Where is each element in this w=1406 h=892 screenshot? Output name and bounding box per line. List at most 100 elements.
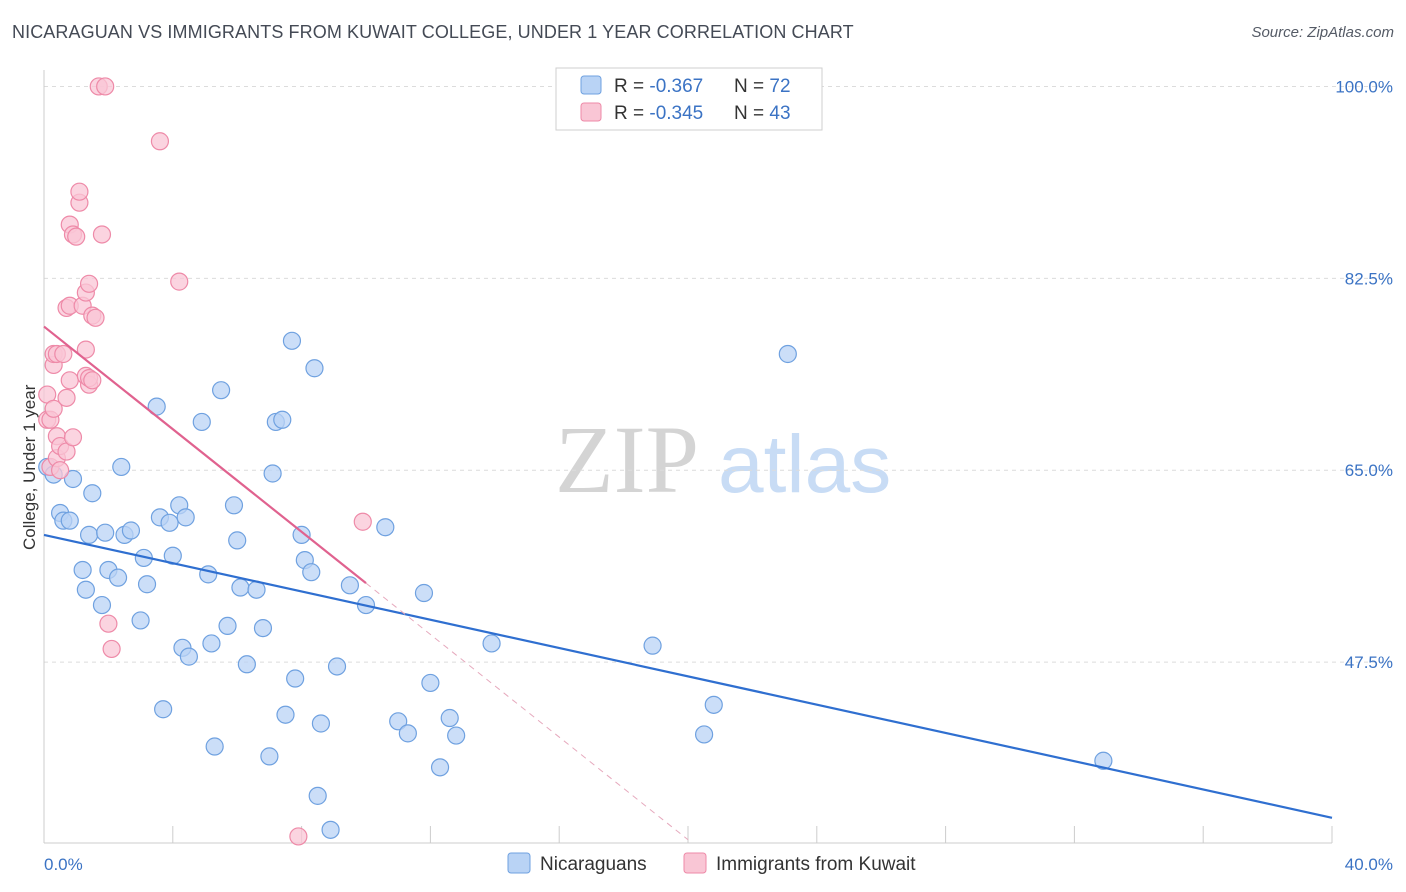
legend-r-label-1: R = -0.345 (614, 103, 703, 124)
watermark: ZIP atlas (555, 406, 891, 513)
legend-n-text-1: N = (734, 103, 769, 124)
trend-line-immigrants-from-kuwait (43, 325, 367, 585)
point-nicaraguans-37 (231, 578, 250, 597)
point-nicaraguans-58 (376, 518, 395, 537)
y-tick-label-0: 47.5% (1345, 653, 1393, 672)
bottom-legend-swatch-immigrants-from-kuwait (683, 852, 707, 874)
x-tick-label-1: 40.0% (1345, 855, 1393, 874)
point-nicaraguans-5 (63, 469, 83, 489)
legend-r-value-0: -0.367 (649, 76, 703, 97)
point-nicaraguans-56 (340, 576, 359, 595)
point-nicaraguans-34 (218, 616, 237, 636)
point-immigrants-from-kuwait-11 (50, 461, 70, 480)
point-nicaraguans-40 (253, 618, 273, 638)
point-nicaraguans-69 (704, 695, 723, 714)
point-immigrants-from-kuwait-28 (79, 274, 99, 293)
legend-swatch-immigrants-from-kuwait (580, 102, 602, 122)
point-nicaraguans-60 (398, 724, 417, 743)
point-immigrants-from-kuwait-23 (70, 182, 89, 201)
point-nicaraguans-51 (305, 359, 324, 378)
point-nicaraguans-7 (76, 580, 95, 599)
point-nicaraguans-63 (430, 758, 450, 777)
point-immigrants-from-kuwait-12 (54, 344, 73, 364)
point-nicaraguans-32 (205, 737, 224, 756)
y-tick-label-1: 65.0% (1345, 461, 1393, 480)
watermark-atlas: atlas (718, 419, 891, 510)
point-nicaraguans-16 (121, 521, 141, 540)
point-nicaraguans-33 (212, 381, 231, 400)
legend-n-label-1: N = 43 (734, 103, 791, 124)
point-nicaraguans-45 (276, 705, 295, 724)
y-axis-title: College, Under 1 year (20, 384, 39, 550)
point-nicaraguans-38 (237, 655, 256, 674)
point-immigrants-from-kuwait-38 (102, 639, 121, 659)
point-nicaraguans-61 (414, 583, 434, 603)
x-tick-labels: 0.0% 40.0% (44, 855, 1393, 874)
bottom-legend-label-immigrants-from-kuwait: Immigrants from Kuwait (716, 854, 916, 875)
point-nicaraguans-52 (308, 786, 327, 805)
y-tick-label-3: 100.0% (1335, 77, 1393, 96)
legend-n-value-1: 43 (769, 103, 790, 124)
axes (43, 70, 1333, 844)
point-nicaraguans-70 (778, 344, 797, 364)
trend-lines (43, 325, 1333, 841)
point-immigrants-from-kuwait-39 (150, 132, 170, 151)
point-nicaraguans-36 (228, 531, 247, 550)
point-nicaraguans-48 (292, 525, 311, 544)
point-nicaraguans-46 (282, 331, 302, 350)
point-nicaraguans-13 (108, 568, 128, 587)
point-nicaraguans-41 (260, 747, 279, 766)
bottom-legend-label-nicaraguans: Nicaraguans (540, 854, 647, 875)
point-immigrants-from-kuwait-35 (92, 225, 112, 244)
point-immigrants-from-kuwait-37 (99, 614, 118, 633)
point-nicaraguans-17 (131, 611, 150, 630)
point-nicaraguans-22 (154, 700, 173, 719)
point-nicaraguans-30 (199, 565, 218, 584)
point-nicaraguans-44 (273, 410, 292, 429)
trend-extension-immigrants-from-kuwait (365, 582, 689, 841)
y-tick-label-2: 82.5% (1345, 269, 1393, 288)
point-nicaraguans-9 (83, 484, 102, 503)
point-immigrants-from-kuwait-20 (63, 428, 83, 447)
point-nicaraguans-68 (694, 725, 714, 744)
legend-r-label-0: R = -0.367 (614, 76, 703, 97)
point-immigrants-from-kuwait-41 (289, 827, 308, 846)
point-immigrants-from-kuwait-26 (76, 340, 95, 359)
point-immigrants-from-kuwait-15 (57, 388, 76, 407)
point-nicaraguans-31 (202, 634, 221, 653)
x-tick-label-0: 0.0% (44, 855, 83, 874)
point-nicaraguans-64 (440, 708, 459, 728)
legend-r-value-1: -0.345 (649, 103, 703, 124)
point-nicaraguans-66 (482, 634, 501, 653)
legend-n-text-0: N = (734, 76, 769, 97)
point-nicaraguans-8 (79, 525, 99, 544)
point-nicaraguans-55 (327, 657, 347, 676)
point-nicaraguans-47 (286, 669, 305, 688)
point-nicaraguans-54 (321, 820, 340, 839)
point-nicaraguans-71 (1094, 751, 1113, 770)
legend-n-value-0: 72 (769, 76, 790, 97)
point-nicaraguans-4 (60, 511, 79, 530)
chart-title: NICARAGUAN VS IMMIGRANTS FROM KUWAIT COL… (12, 22, 854, 42)
point-nicaraguans-6 (73, 560, 92, 580)
point-nicaraguans-42 (263, 464, 282, 483)
chart-source: Source: ZipAtlas.com (1251, 24, 1394, 41)
legend-r-text-0: R = (614, 76, 649, 97)
point-nicaraguans-65 (447, 726, 466, 745)
legend-n-label-0: N = 72 (734, 76, 791, 97)
point-immigrants-from-kuwait-40 (170, 272, 189, 291)
point-immigrants-from-kuwait-31 (83, 371, 102, 390)
series-legend: Nicaraguans Immigrants from Kuwait (507, 852, 916, 875)
point-nicaraguans-14 (112, 457, 131, 477)
point-nicaraguans-59 (389, 712, 408, 731)
point-nicaraguans-28 (179, 647, 198, 666)
legend-swatch-nicaraguans (580, 75, 602, 95)
point-nicaraguans-10 (92, 595, 112, 615)
point-immigrants-from-kuwait-42 (353, 512, 372, 531)
point-immigrants-from-kuwait-36 (96, 77, 115, 96)
point-nicaraguans-53 (311, 714, 331, 733)
correlation-legend: R = -0.367 N = 72 R = -0.345 N = 43 (555, 67, 823, 131)
point-nicaraguans-62 (421, 673, 440, 693)
series-nicaraguans (38, 331, 1113, 839)
